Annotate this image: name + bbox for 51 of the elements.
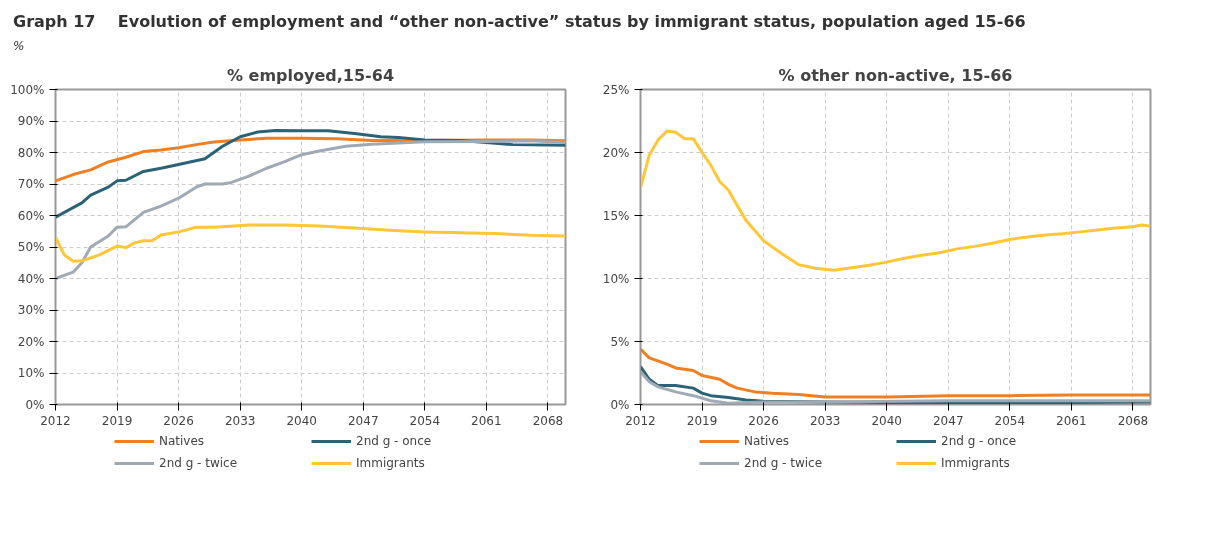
legend-label: Natives bbox=[744, 434, 791, 448]
y-tick-label: 20% bbox=[602, 145, 630, 160]
line-series bbox=[640, 129, 1151, 272]
x-tick-label: 2019 bbox=[686, 413, 718, 428]
legend-label: Natives bbox=[159, 434, 206, 448]
y-tick-label: 10% bbox=[602, 271, 630, 286]
chart-title: % employed,15-64 bbox=[226, 65, 395, 85]
x-tick-label: 2026 bbox=[748, 413, 779, 428]
y-tick-label: 70% bbox=[17, 177, 45, 191]
y-tick-label: 30% bbox=[17, 303, 45, 317]
y-tick-label: 40% bbox=[17, 271, 45, 286]
y-tick-label: 0% bbox=[610, 397, 630, 412]
chart-title: % other non-active, 15-66 bbox=[778, 65, 1013, 85]
legend-label: Immigrants bbox=[356, 456, 426, 470]
x-tick-label: 2040 bbox=[286, 413, 317, 428]
legend-label: 2nd g - once bbox=[941, 434, 1018, 448]
y-tick-label: 60% bbox=[17, 208, 45, 223]
y-tick-label: 20% bbox=[17, 334, 45, 349]
text: Graph 17 Evolution of employment and “other non-active” status by immigrant status, population aged 15-66 bbox=[13, 12, 1026, 31]
x-tick-label: 2040 bbox=[871, 413, 902, 428]
y-tick-label: 0% bbox=[25, 397, 45, 412]
x-tick-label: 2012 bbox=[40, 413, 71, 428]
x-tick-label: 2068 bbox=[1117, 413, 1149, 428]
x-tick-label: 2047 bbox=[932, 413, 964, 428]
y-tick-label: 5% bbox=[610, 334, 630, 349]
legend-label: Immigrants bbox=[941, 456, 1011, 470]
x-tick-label: 2054 bbox=[409, 413, 441, 428]
y-tick-label: 25% bbox=[602, 82, 630, 97]
x-tick-label: 2068 bbox=[532, 413, 564, 428]
legend-label: 2nd g - once bbox=[356, 434, 433, 448]
legend-label: 2nd g - twice bbox=[159, 456, 239, 470]
x-tick-label: 2019 bbox=[101, 413, 133, 428]
y-tick-label: 100% bbox=[10, 82, 45, 97]
text: % bbox=[13, 38, 25, 53]
legend-label: 2nd g - twice bbox=[744, 456, 824, 470]
x-tick-label: 2061 bbox=[1056, 413, 1087, 428]
line-series bbox=[640, 347, 1151, 399]
x-tick-label: 2054 bbox=[994, 413, 1026, 428]
y-tick-label: 50% bbox=[17, 240, 45, 254]
line-series bbox=[55, 139, 566, 280]
x-tick-label: 2026 bbox=[163, 413, 194, 428]
x-tick-label: 2033 bbox=[224, 413, 256, 428]
x-tick-label: 2033 bbox=[809, 413, 841, 428]
y-tick-label: 80% bbox=[17, 145, 45, 160]
x-tick-label: 2012 bbox=[625, 413, 656, 428]
x-tick-label: 2061 bbox=[471, 413, 502, 428]
y-tick-label: 10% bbox=[17, 366, 45, 380]
y-tick-label: 15% bbox=[602, 208, 630, 223]
x-tick-label: 2047 bbox=[347, 413, 379, 428]
line-series bbox=[55, 223, 566, 263]
y-tick-label: 90% bbox=[17, 114, 45, 128]
